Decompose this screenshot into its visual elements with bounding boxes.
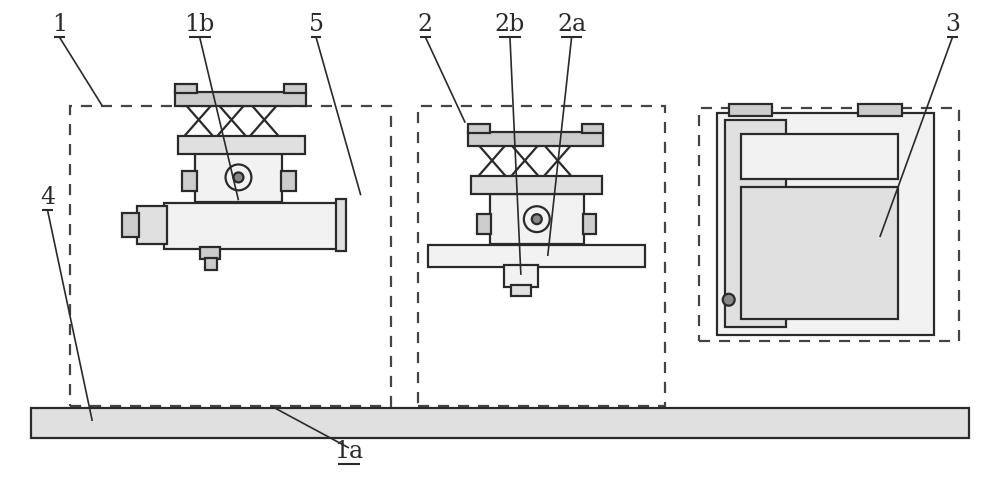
Bar — [717, 113, 934, 334]
Bar — [504, 265, 538, 287]
Bar — [336, 199, 346, 251]
Bar — [281, 171, 296, 191]
Bar — [468, 132, 603, 146]
Bar — [195, 153, 282, 202]
Text: 5: 5 — [309, 13, 324, 36]
Bar — [468, 124, 490, 133]
Text: 1a: 1a — [334, 440, 363, 463]
Bar — [729, 104, 772, 116]
Bar — [70, 106, 391, 406]
Bar — [137, 206, 167, 244]
Bar — [725, 120, 786, 327]
Bar — [182, 171, 197, 191]
Bar — [511, 285, 531, 296]
Bar — [205, 258, 217, 270]
Bar — [741, 134, 898, 179]
Text: 1: 1 — [52, 13, 67, 36]
Bar — [31, 408, 969, 438]
Circle shape — [723, 294, 735, 306]
Bar — [471, 176, 602, 194]
Text: 4: 4 — [40, 186, 55, 209]
Bar — [178, 136, 305, 154]
Bar — [164, 203, 338, 249]
Bar — [583, 214, 596, 234]
Text: 2: 2 — [418, 13, 433, 36]
Circle shape — [532, 214, 542, 224]
Bar — [741, 187, 898, 319]
Text: 3: 3 — [945, 13, 960, 36]
Bar — [858, 104, 902, 116]
Bar — [490, 194, 584, 244]
Bar — [418, 106, 665, 406]
Text: 1b: 1b — [185, 13, 215, 36]
Bar — [175, 84, 197, 93]
Bar — [477, 214, 491, 234]
Bar — [200, 247, 220, 259]
Bar — [699, 108, 959, 341]
Text: 2b: 2b — [495, 13, 525, 36]
Text: 2a: 2a — [557, 13, 586, 36]
Bar — [122, 213, 139, 237]
Bar — [428, 245, 645, 267]
Bar — [284, 84, 306, 93]
Bar — [175, 92, 306, 106]
Circle shape — [233, 172, 243, 182]
Bar — [582, 124, 603, 133]
